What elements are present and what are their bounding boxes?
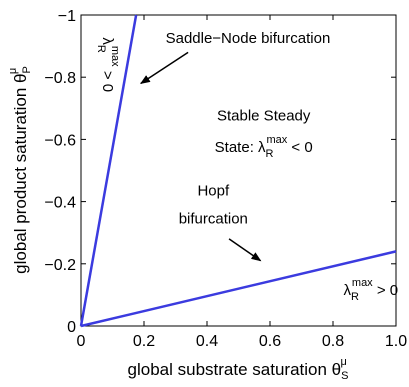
x-tick-label: 1.0: [385, 333, 407, 350]
x-axis-label: global substrate saturation θSμ: [128, 356, 349, 382]
x-tick-label: 0.4: [196, 333, 218, 350]
annotation-arrow-saddle: [140, 51, 189, 85]
y-axis-label: global product saturation θPμ: [7, 66, 33, 274]
x-axis-label-sup: μ: [340, 356, 346, 368]
annotation-arrow-hopf2: [228, 238, 262, 262]
annotation-stable2: State: λRmax < 0: [215, 134, 313, 160]
series-group: [79, 14, 397, 328]
y-tick-label: 0: [67, 319, 76, 336]
y-tick-label: −0.8: [44, 70, 76, 87]
y-tick-label: −1: [58, 8, 76, 25]
annotations: Saddle−Node bifurcation Hopf bifurcation St…: [95, 30, 398, 303]
y-tick-label: −0.2: [44, 257, 76, 274]
annotation-hopf1: Hopf: [197, 182, 230, 199]
axis-ticks: 0 0.2 0.4 0.6 0.8 1.0 0 −0.2 −0.4 −0.6 −0.8 −1: [44, 8, 407, 350]
annotation-hopf2: bifurcation: [179, 210, 248, 227]
y-axis-label-text: global product saturation θ: [11, 73, 30, 273]
annotation-lam_bottom: λRmax > 0: [343, 277, 398, 303]
annotation-stable1: Stable Steady: [217, 108, 311, 125]
y-axis-label-sup: μ: [7, 68, 19, 74]
x-tick-label: 0.2: [133, 333, 155, 350]
x-axis-label-sub: S: [341, 370, 348, 382]
annotation-saddle: Saddle−Node bifurcation: [166, 30, 331, 47]
y-axis-label-sub: P: [21, 66, 33, 73]
plot-frame: [80, 14, 397, 327]
x-tick-label: 0.6: [259, 333, 281, 350]
x-tick-label: 0: [77, 333, 86, 350]
x-axis-label-text: global substrate saturation θ: [128, 360, 342, 379]
annotation-lam_left: λR max > 0: [95, 37, 121, 92]
y-tick-label: −0.6: [44, 132, 76, 149]
x-tick-label: 0.8: [322, 333, 344, 350]
y-tick-label: −0.4: [44, 195, 76, 212]
series-line-2: [80, 250, 397, 328]
series-line-1: [79, 14, 138, 327]
